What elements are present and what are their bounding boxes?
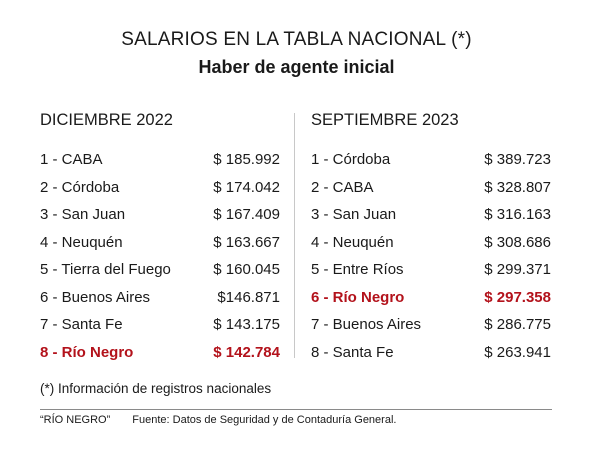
salary-value: $ 299.371 (484, 261, 551, 278)
column-heading: SEPTIEMBRE 2023 (311, 111, 459, 129)
salary-value: $ 185.992 (213, 151, 280, 168)
page-subtitle: Haber de agente inicial (198, 57, 395, 77)
ranking-sep-2023: SEPTIEMBRE 2023 1 - Córdoba $ 389.723 2 … (311, 109, 551, 369)
salary-value: $ 143.175 (213, 316, 280, 333)
table-row: 5 - Entre Ríos $ 299.371 (311, 259, 551, 287)
salary-value: $ 286.775 (484, 316, 551, 333)
province-label: 4 - Neuquén (311, 233, 394, 251)
province-label: 3 - San Juan (40, 206, 126, 223)
salary-value: $ 160.045 (213, 261, 280, 278)
publication-credit: “RÍO NEGRO” (40, 414, 111, 426)
source-note: Fuente: Datos de Seguridad y de Contadur… (132, 414, 397, 426)
table-row: 8 - Santa Fe $ 263.941 (311, 342, 551, 370)
table-row: 3 - San Juan $ 316.163 (311, 204, 551, 232)
salary-value: $146.871 (217, 288, 280, 306)
table-row-highlighted: 8 - Río Negro $ 142.784 (40, 342, 280, 370)
footnote: (*) Información de registros nacionales (40, 381, 272, 396)
salary-value: $ 163.667 (213, 233, 280, 251)
table-row: 4 - Neuquén $ 308.686 (311, 232, 551, 260)
table-row: 5 - Tierra del Fuego $ 160.045 (40, 259, 280, 287)
table-row: 7 - Buenos Aires $ 286.775 (311, 314, 551, 342)
table-row-highlighted: 6 - Río Negro $ 297.358 (311, 287, 551, 315)
salary-value: $ 174.042 (213, 178, 280, 196)
province-label: 7 - Buenos Aires (311, 316, 422, 333)
province-label: 3 - San Juan (311, 206, 397, 223)
page-title: SALARIOS EN LA TABLA NACIONAL (*) (121, 29, 472, 50)
table-row: 1 - CABA $ 185.992 (40, 149, 280, 177)
ranking-dec-2022: DICIEMBRE 2022 1 - CABA $ 185.992 2 - Có… (40, 109, 280, 369)
table-row: 1 - Córdoba $ 389.723 (311, 149, 551, 177)
province-label: 1 - Córdoba (311, 151, 391, 168)
province-label: 5 - Tierra del Fuego (40, 261, 171, 278)
province-label: 2 - CABA (311, 178, 374, 196)
salary-value: $ 263.941 (484, 343, 551, 361)
province-label: 8 - Río Negro (40, 343, 134, 361)
table-row: 6 - Buenos Aires $146.871 (40, 287, 280, 315)
province-label: 7 - Santa Fe (40, 316, 123, 333)
table-row: 2 - Córdoba $ 174.042 (40, 177, 280, 205)
salary-value: $ 142.784 (213, 343, 280, 361)
column-heading: DICIEMBRE 2022 (40, 111, 173, 129)
salary-value: $ 389.723 (484, 151, 551, 168)
province-label: 2 - Córdoba (40, 178, 120, 196)
table-row: 3 - San Juan $ 167.409 (40, 204, 280, 232)
salary-value: $ 167.409 (213, 206, 280, 223)
table-row: 7 - Santa Fe $ 143.175 (40, 314, 280, 342)
footer-rule (40, 409, 552, 410)
salary-value: $ 297.358 (484, 288, 551, 306)
table-row: 2 - CABA $ 328.807 (311, 177, 551, 205)
footer: “RÍO NEGRO” Fuente: Datos de Seguridad y … (40, 414, 396, 426)
column-divider (294, 113, 295, 358)
province-label: 8 - Santa Fe (311, 343, 394, 361)
salary-value: $ 328.807 (484, 178, 551, 196)
salary-value: $ 316.163 (484, 206, 551, 223)
table-row: 4 - Neuquén $ 163.667 (40, 232, 280, 260)
province-label: 6 - Buenos Aires (40, 288, 151, 306)
salary-value: $ 308.686 (484, 233, 551, 251)
province-label: 6 - Río Negro (311, 288, 405, 306)
province-label: 1 - CABA (40, 151, 103, 168)
province-label: 5 - Entre Ríos (311, 261, 404, 278)
province-label: 4 - Neuquén (40, 233, 123, 251)
